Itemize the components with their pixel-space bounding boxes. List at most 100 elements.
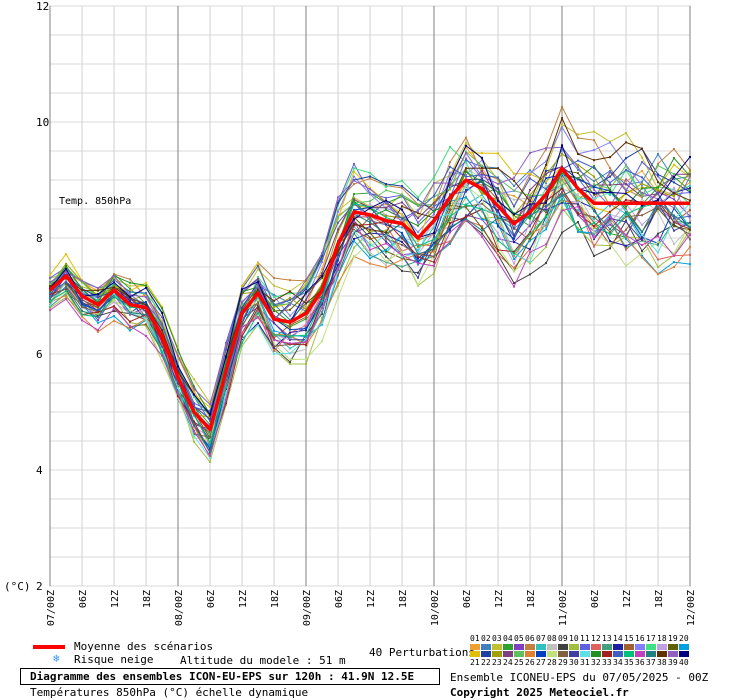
perturbation-point: [305, 291, 307, 294]
perturbation-point: [161, 305, 163, 308]
perturbation-point: [193, 387, 195, 390]
perturbation-point: [673, 195, 675, 198]
perturbation-point: [97, 308, 99, 311]
perturbation-point: [433, 233, 435, 236]
perturbation-point: [609, 215, 611, 218]
perturbation-point: [289, 347, 291, 350]
perturbation-point: [529, 251, 531, 254]
x-tick-label: 06Z: [462, 590, 473, 608]
perturbation-point: [529, 232, 531, 235]
perturbation-point: [609, 228, 611, 231]
perturbation-point: [593, 231, 595, 234]
perturbation-point: [81, 289, 83, 292]
perturbation-point: [129, 327, 131, 330]
perturbation-point: [337, 204, 339, 207]
perturbation-point: [657, 207, 659, 210]
perturbation-point: [225, 348, 227, 351]
perturbation-point: [113, 286, 115, 289]
perturbation-point: [625, 237, 627, 240]
perturbation-point: [433, 194, 435, 197]
perturbation-point: [641, 169, 643, 172]
perturbation-point: [609, 223, 611, 226]
perturbation-point: [625, 205, 627, 208]
perturbation-point: [433, 261, 435, 264]
perturbation-point: [481, 175, 483, 178]
perturbation-point: [417, 255, 419, 258]
perturbation-point: [369, 208, 371, 211]
perturbation-point: [449, 174, 451, 177]
perturbation-point: [289, 318, 291, 321]
y-tick-label: 2: [36, 580, 43, 593]
perturbation-point: [577, 193, 579, 196]
x-tick-label: 12Z: [622, 590, 633, 608]
perturbation-point: [385, 186, 387, 189]
perturbation-point: [257, 262, 259, 265]
perturbation-point: [433, 238, 435, 241]
perturbation-point: [545, 211, 547, 214]
title-box: [20, 668, 440, 685]
perturbation-point: [273, 277, 275, 280]
perturbation-point: [129, 329, 131, 332]
perturbation-point: [481, 235, 483, 238]
perturbation-point: [673, 261, 675, 264]
perturbation-point: [369, 207, 371, 210]
perturbation-point: [689, 181, 691, 184]
mean-legend-swatch: [33, 645, 65, 649]
perturbation-point: [593, 197, 595, 200]
perturbation-point: [257, 307, 259, 310]
perturbation-point: [609, 181, 611, 184]
perturbation-point: [385, 231, 387, 234]
perturbation-point: [209, 418, 211, 421]
x-tick-label: 12/00Z: [686, 590, 697, 626]
perturbation-lines: [49, 105, 691, 464]
perturbation-point: [289, 334, 291, 337]
perturbation-point: [433, 224, 435, 227]
perturbation-point: [689, 189, 691, 192]
perturbation-point: [305, 286, 307, 289]
perturbation-point: [241, 321, 243, 324]
perturbation-point: [401, 208, 403, 211]
perturbation-point: [593, 186, 595, 189]
perturbation-point: [577, 152, 579, 155]
perturbation-point: [97, 314, 99, 317]
perturbation-point: [129, 281, 131, 284]
perturbation-point: [113, 281, 115, 284]
perturbation-point: [689, 226, 691, 229]
perturbation-point: [513, 282, 515, 285]
perturbation-point: [65, 253, 67, 256]
perturbation-swatch: [657, 644, 667, 650]
perturbation-point: [289, 331, 291, 334]
perturbation-point: [289, 342, 291, 345]
perturbation-point: [625, 209, 627, 212]
perturbation-point: [321, 299, 323, 302]
perturbation-number: 10: [569, 634, 579, 643]
perturbation-point: [545, 172, 547, 175]
perturbation-point: [449, 215, 451, 218]
perturbation-point: [465, 205, 467, 208]
perturbation-point: [609, 191, 611, 194]
perturbation-number: 13: [602, 634, 612, 643]
perturbation-point: [577, 159, 579, 162]
perturbation-point: [609, 187, 611, 190]
perturbation-swatch: [635, 651, 645, 657]
x-tick-label: 06Z: [334, 590, 345, 608]
perturbation-point: [529, 273, 531, 276]
perturbation-point: [561, 181, 563, 184]
perturbation-point: [225, 343, 227, 346]
perturbation-point: [273, 296, 275, 299]
perturbation-point: [593, 180, 595, 183]
perturbation-point: [625, 244, 627, 247]
perturbation-point: [81, 285, 83, 288]
perturbation-point: [305, 340, 307, 343]
perturbation-point: [513, 250, 515, 253]
perturbation-point: [289, 324, 291, 327]
perturbation-swatch: [602, 644, 612, 650]
perturbation-point: [609, 156, 611, 159]
perturbation-point: [177, 363, 179, 366]
perturbation-point: [385, 229, 387, 232]
perturbation-point: [513, 235, 515, 238]
perturbation-point: [321, 323, 323, 326]
perturbation-point: [529, 172, 531, 175]
perturbation-point: [193, 436, 195, 439]
perturbation-point: [113, 310, 115, 313]
